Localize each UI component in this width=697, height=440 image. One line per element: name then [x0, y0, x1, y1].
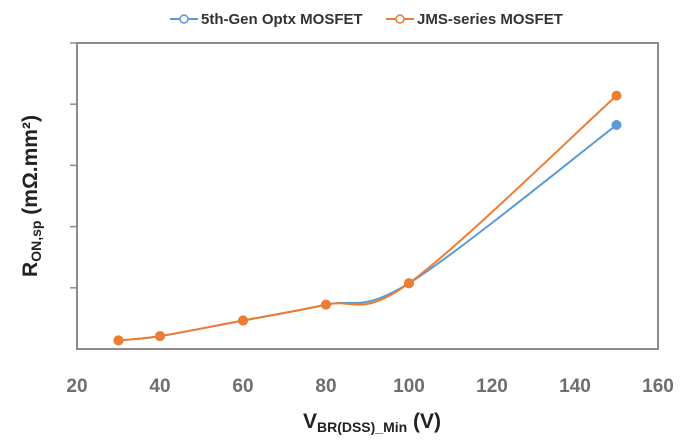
series-2-point-2: [238, 315, 248, 326]
x-tick-label-3: 80: [315, 376, 336, 397]
y-axis-ticks: [70, 42, 77, 289]
series-2-point-0: [113, 335, 124, 346]
x-tick-label-7: 160: [642, 376, 674, 397]
legend: 5th-Gen Optx MOSFET JMS-series MOSFET: [170, 11, 563, 28]
x-axis-tick-labels: 20 40 60 80 100 120 140 160: [66, 376, 673, 397]
y-axis-title: RON,sp (mΩ.mm²): [19, 115, 44, 277]
series-1-point-5: [611, 120, 622, 131]
x-tick-label-6: 140: [559, 376, 591, 397]
legend-label-series-2: JMS-series MOSFET: [417, 11, 563, 28]
x-tick-label-2: 60: [232, 376, 253, 397]
x-tick-label-1: 40: [149, 376, 170, 397]
series-line-2: [118, 94, 618, 342]
x-tick-label-4: 100: [393, 376, 425, 397]
series-2-point-3: [321, 299, 331, 310]
series-line-1: [118, 124, 618, 342]
x-tick-label-5: 120: [476, 376, 508, 397]
series-layer: [113, 90, 622, 346]
x-tick-label-0: 20: [66, 376, 87, 397]
series-2-point-5: [611, 90, 622, 101]
plot-frame: [76, 42, 659, 350]
series-2-point-1: [155, 331, 165, 342]
legend-label-series-1: 5th-Gen Optx MOSFET: [201, 11, 363, 28]
series-2-point-4: [404, 278, 414, 289]
x-axis-title: VBR(DSS)_Min (V): [303, 410, 441, 435]
